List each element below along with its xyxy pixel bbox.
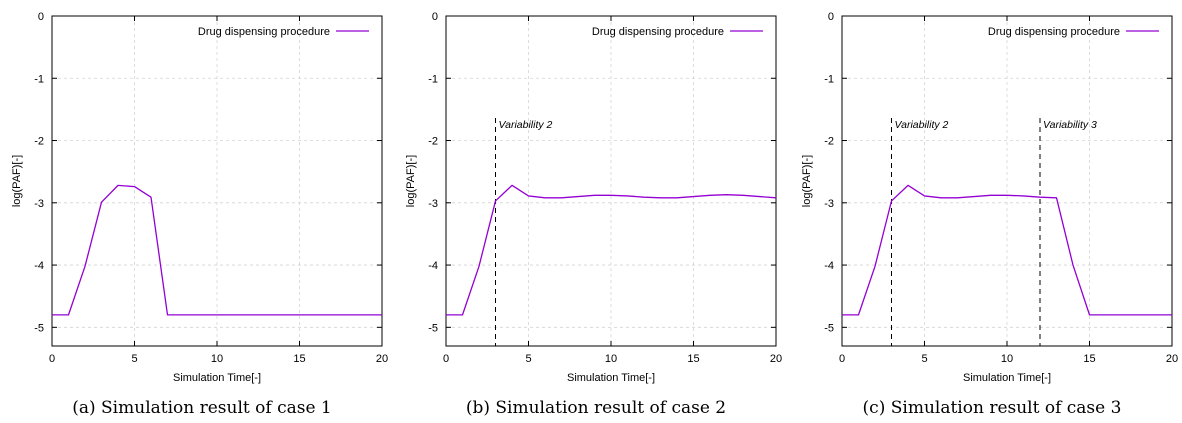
y-tick-label: 0: [828, 11, 834, 23]
x-tick-label: 15: [687, 353, 699, 365]
y-tick-label: 0: [38, 11, 44, 23]
legend-label: Drug dispensing procedure: [988, 26, 1120, 38]
x-tick-label: 0: [49, 353, 55, 365]
y-tick-label: -1: [428, 73, 438, 85]
y-axis-label: log(PAF)[-]: [801, 155, 813, 207]
panel-caption: (b) Simulation result of case 2: [466, 398, 726, 418]
chart-panel-1: 0 5 10 15 20 0 -1 -2 -3 -4 -5 Simulation Time[-] log…: [11, 11, 388, 418]
series-line: [446, 184, 777, 316]
x-tick-label: 15: [1083, 353, 1095, 365]
x-tick-label: 5: [131, 353, 137, 365]
y-tick-label: -1: [824, 73, 834, 85]
panel-caption: (a) Simulation result of case 1: [72, 398, 332, 418]
panel-caption: (c) Simulation result of case 3: [863, 398, 1122, 418]
x-tick-label: 5: [921, 353, 927, 365]
y-tick-label: -3: [824, 198, 834, 210]
series-line: [52, 184, 382, 316]
x-tick-label: 20: [770, 353, 782, 365]
x-axis-label: Simulation Time[-]: [567, 372, 655, 384]
y-tick-label: -3: [428, 198, 438, 210]
legend-label: Drug dispensing procedure: [592, 26, 724, 38]
x-tick-label: 0: [443, 353, 449, 365]
x-axis-label: Simulation Time[-]: [173, 372, 261, 384]
x-tick-label: 20: [376, 353, 388, 365]
y-axis-label: log(PAF)[-]: [11, 155, 23, 207]
series-line: [842, 184, 1172, 316]
x-axis-label: Simulation Time[-]: [963, 372, 1051, 384]
x-tick-label: 10: [211, 353, 223, 365]
x-tick-label: 20: [1166, 353, 1178, 365]
x-tick-label: 0: [839, 353, 845, 365]
y-tick-label: -4: [34, 260, 44, 272]
y-tick-label: -2: [824, 136, 834, 148]
y-tick-label: -4: [824, 260, 834, 272]
y-tick-label: -5: [824, 322, 834, 334]
y-tick-label: -2: [34, 136, 44, 148]
chart-panel-2: 0 5 10 15 20 0 -1 -2 -3 -4 -5 Simulation Time[-] log…: [405, 11, 782, 418]
chart-panel-3: 0 5 10 15 20 0 -1 -2 -3 -4 -5 Simulation Time[-] log…: [801, 11, 1178, 418]
y-tick-label: 0: [432, 11, 438, 23]
y-tick-label: -1: [34, 73, 44, 85]
x-tick-label: 15: [293, 353, 305, 365]
y-tick-label: -5: [34, 322, 44, 334]
y-axis-label: log(PAF)[-]: [405, 155, 417, 207]
y-tick-label: -2: [428, 136, 438, 148]
x-tick-label: 5: [525, 353, 531, 365]
y-tick-label: -3: [34, 198, 44, 210]
annotation-label: Variability 3: [1043, 119, 1097, 131]
x-tick-label: 10: [605, 353, 617, 365]
y-tick-label: -5: [428, 322, 438, 334]
legend-label: Drug dispensing procedure: [198, 26, 330, 38]
y-tick-label: -4: [428, 260, 438, 272]
annotation-label: Variability 2: [895, 119, 949, 131]
x-tick-label: 10: [1001, 353, 1013, 365]
annotation-label: Variability 2: [499, 119, 553, 131]
